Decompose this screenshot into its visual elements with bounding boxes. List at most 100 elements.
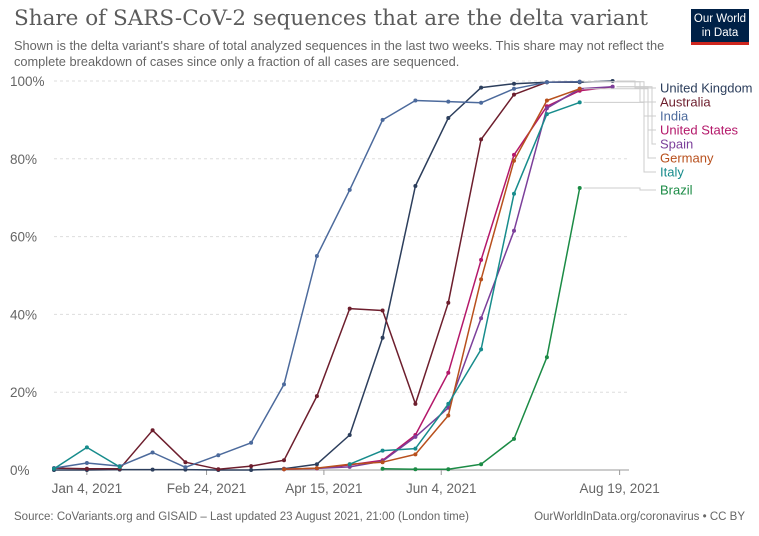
- data-point[interactable]: [413, 184, 418, 188]
- data-point[interactable]: [249, 464, 254, 469]
- data-point[interactable]: [84, 445, 89, 450]
- data-point[interactable]: [347, 306, 352, 311]
- legend-label-united-kingdom[interactable]: United Kingdom: [660, 81, 753, 96]
- data-point[interactable]: [512, 86, 516, 91]
- series-italy[interactable]: [52, 100, 582, 471]
- data-point[interactable]: [577, 186, 582, 190]
- data-point[interactable]: [577, 86, 582, 91]
- data-point[interactable]: [544, 98, 549, 103]
- data-point[interactable]: [347, 187, 352, 192]
- series-australia[interactable]: [52, 79, 582, 472]
- series-line[interactable]: [349, 101, 580, 465]
- data-point[interactable]: [413, 98, 418, 103]
- data-point[interactable]: [446, 116, 451, 120]
- data-point[interactable]: [544, 106, 549, 111]
- data-point[interactable]: [52, 466, 56, 471]
- series-germany[interactable]: [282, 86, 582, 472]
- data-point[interactable]: [610, 79, 615, 83]
- data-point[interactable]: [380, 117, 385, 122]
- data-point[interactable]: [282, 458, 286, 463]
- data-point[interactable]: [479, 137, 484, 142]
- data-point[interactable]: [183, 460, 188, 465]
- data-point[interactable]: [512, 228, 516, 233]
- data-point[interactable]: [446, 99, 451, 104]
- data-point[interactable]: [479, 462, 484, 467]
- series-line[interactable]: [53, 81, 580, 470]
- data-point[interactable]: [446, 467, 451, 472]
- data-point[interactable]: [183, 465, 188, 470]
- source-link[interactable]: OurWorldInData.org/coronavirus • CC BY: [534, 511, 745, 523]
- data-point[interactable]: [282, 467, 286, 472]
- legend-label-australia[interactable]: Australia: [660, 95, 711, 110]
- legend-label-brazil[interactable]: Brazil: [660, 183, 693, 198]
- data-point[interactable]: [512, 152, 516, 157]
- legend-label-spain[interactable]: Spain: [660, 137, 693, 152]
- data-point[interactable]: [446, 300, 451, 305]
- series-line[interactable]: [382, 187, 581, 470]
- data-point[interactable]: [150, 428, 155, 433]
- series-line[interactable]: [283, 86, 613, 470]
- legend-label-germany[interactable]: Germany: [660, 151, 714, 166]
- owid-logo[interactable]: Our World in Data: [691, 9, 749, 45]
- data-point[interactable]: [544, 112, 549, 117]
- data-point[interactable]: [150, 450, 155, 455]
- data-point[interactable]: [446, 370, 451, 375]
- data-point[interactable]: [314, 254, 319, 258]
- data-point[interactable]: [479, 316, 484, 321]
- data-point[interactable]: [84, 466, 89, 471]
- data-point[interactable]: [544, 355, 549, 360]
- data-point[interactable]: [610, 84, 615, 89]
- data-point[interactable]: [314, 462, 319, 467]
- data-point[interactable]: [380, 335, 385, 340]
- data-point[interactable]: [479, 100, 484, 105]
- data-point[interactable]: [84, 461, 89, 465]
- data-point[interactable]: [479, 277, 484, 282]
- data-point[interactable]: [512, 81, 516, 86]
- source-note: Source: CoVariants.org and GISAID – Last…: [14, 511, 469, 523]
- data-point[interactable]: [216, 453, 221, 458]
- series-lines[interactable]: [52, 79, 615, 472]
- data-point[interactable]: [446, 413, 451, 418]
- data-point[interactable]: [577, 79, 582, 84]
- data-point[interactable]: [446, 401, 451, 406]
- data-point[interactable]: [577, 100, 582, 105]
- data-point[interactable]: [380, 466, 385, 471]
- data-point[interactable]: [479, 257, 484, 262]
- data-point[interactable]: [512, 92, 516, 97]
- data-point[interactable]: [413, 446, 418, 451]
- series-india[interactable]: [52, 79, 582, 471]
- legend-label-united-states[interactable]: United States: [660, 123, 739, 138]
- data-point[interactable]: [413, 434, 418, 439]
- data-point[interactable]: [380, 460, 385, 465]
- data-point[interactable]: [479, 347, 484, 352]
- data-point[interactable]: [479, 85, 484, 90]
- data-point[interactable]: [249, 440, 254, 445]
- legend-label-india[interactable]: India: [660, 109, 689, 124]
- series-line[interactable]: [283, 88, 580, 470]
- legend-label-italy[interactable]: Italy: [660, 165, 684, 180]
- series-line[interactable]: [54, 80, 613, 471]
- data-point[interactable]: [150, 467, 155, 472]
- data-point[interactable]: [512, 158, 516, 163]
- data-point[interactable]: [512, 436, 516, 441]
- data-point[interactable]: [413, 401, 418, 406]
- data-point[interactable]: [347, 433, 352, 437]
- data-point[interactable]: [512, 191, 516, 196]
- data-point[interactable]: [380, 448, 385, 453]
- data-point[interactable]: [380, 308, 385, 313]
- data-point[interactable]: [413, 467, 418, 472]
- data-point[interactable]: [282, 382, 286, 387]
- series-united-kingdom[interactable]: [52, 79, 615, 472]
- series-line[interactable]: [53, 81, 580, 469]
- data-point[interactable]: [347, 462, 352, 467]
- series-brazil[interactable]: [380, 186, 582, 472]
- series-line[interactable]: [283, 86, 613, 470]
- data-point[interactable]: [544, 80, 549, 85]
- data-point[interactable]: [413, 452, 418, 457]
- data-point[interactable]: [216, 467, 221, 472]
- data-point[interactable]: [117, 464, 122, 469]
- data-point[interactable]: [314, 466, 319, 471]
- data-point[interactable]: [314, 394, 319, 399]
- data-point[interactable]: [249, 468, 254, 472]
